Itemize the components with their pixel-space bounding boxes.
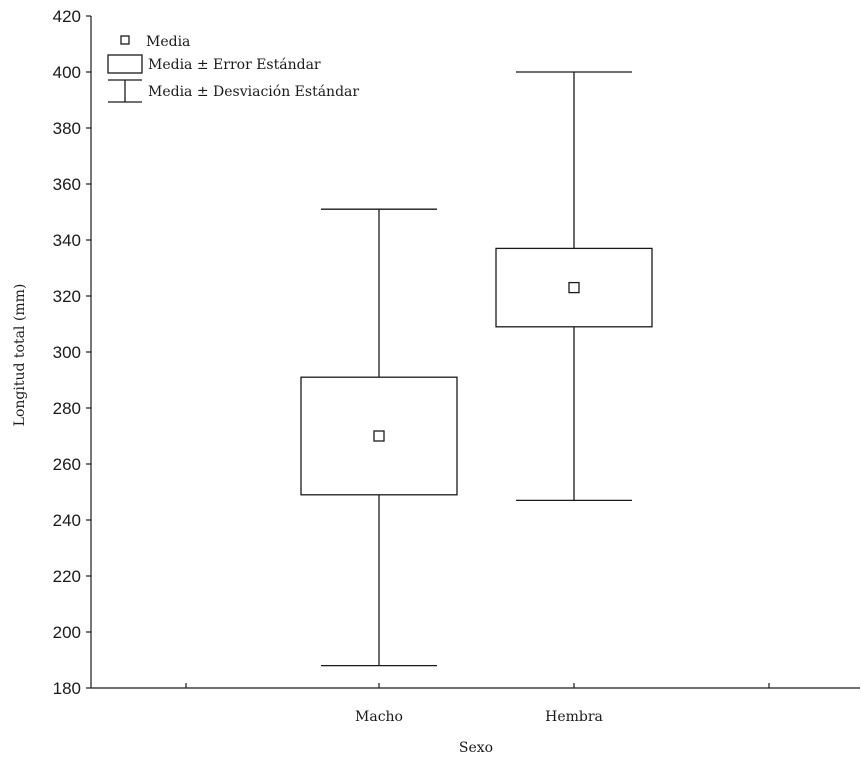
- y-tick-label: 340: [53, 231, 81, 250]
- y-tick-label: 400: [53, 63, 81, 82]
- mean-marker: [373, 430, 385, 442]
- legend-label-sd: Media ± Desviación Estándar: [148, 84, 359, 100]
- legend-mean-marker: [120, 35, 130, 45]
- y-axis-ticks: 180 200 220 240 260 280 300 320 340 360 380 400 420: [53, 7, 91, 698]
- x-axis-title: Sexo: [459, 740, 493, 756]
- y-tick-label: 300: [53, 343, 81, 362]
- x-axis-ticks: Macho Hembra: [185, 683, 770, 725]
- legend-box-symbol: [107, 54, 143, 74]
- legend-label-mean: Media: [146, 34, 190, 50]
- y-tick-label: 200: [53, 623, 81, 642]
- x-tick-label: Hembra: [545, 709, 603, 725]
- y-tick-label: 180: [53, 679, 81, 698]
- y-tick-label: 360: [53, 175, 81, 194]
- y-tick-label: 260: [53, 455, 81, 474]
- legend: Media Media ± Error Estándar Media ± Des…: [107, 34, 359, 103]
- box-group-macho: [300, 208, 458, 667]
- y-tick-label: 220: [53, 567, 81, 586]
- x-tick-label: Macho: [355, 709, 403, 725]
- axes: [90, 16, 860, 689]
- y-tick-label: 320: [53, 287, 81, 306]
- y-tick-label: 280: [53, 399, 81, 418]
- y-tick-label: 420: [53, 7, 81, 26]
- mean-marker: [568, 281, 580, 294]
- legend-label-se: Media ± Error Estándar: [148, 57, 321, 73]
- legend-whisker-symbol: [108, 79, 142, 103]
- y-axis-title: Longitud total (mm): [12, 284, 28, 427]
- y-tick-label: 240: [53, 511, 81, 530]
- y-tick-label: 380: [53, 119, 81, 138]
- box-groups: [300, 71, 653, 667]
- box-group-hembra: [495, 71, 653, 502]
